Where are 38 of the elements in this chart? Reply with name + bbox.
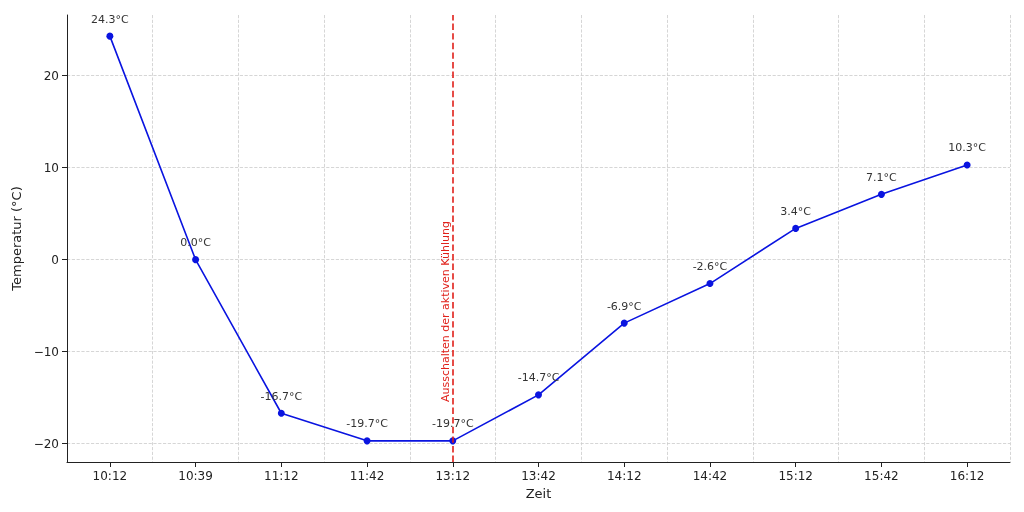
- data-label: -2.6°C: [692, 260, 728, 274]
- x-tick-label: 10:39: [178, 469, 213, 483]
- data-label: 3.4°C: [780, 204, 812, 218]
- x-tick-label: 16:12: [949, 469, 985, 483]
- point: [106, 32, 114, 40]
- x-tick-label: 13:42: [521, 469, 556, 483]
- point: [792, 224, 800, 232]
- y-tick-label: −10: [33, 344, 59, 359]
- x-tick-label: 11:12: [264, 469, 299, 483]
- x-tick-label: 11:42: [349, 469, 385, 483]
- point: [963, 161, 971, 169]
- data-label: -19.7°C: [431, 417, 474, 431]
- point: [877, 190, 885, 198]
- point: [706, 280, 714, 288]
- point: [535, 391, 542, 399]
- data-label: 10.3°C: [948, 141, 987, 155]
- y-tick-label: 0: [51, 252, 59, 267]
- data-label: 24.3°C: [91, 12, 130, 26]
- x-tick-label: 15:42: [864, 469, 899, 483]
- y-tick-label: −20: [33, 436, 59, 451]
- x-tick-label: 10:12: [92, 469, 128, 483]
- y-axis-title: Temperatur (°C): [8, 186, 24, 292]
- ref-line-label: Ausschalten der aktiven Kühlung: [438, 221, 452, 402]
- point: [277, 409, 285, 417]
- point: [363, 437, 371, 445]
- point: [192, 256, 200, 264]
- point: [620, 319, 628, 327]
- data-label: -14.7°C: [517, 371, 560, 385]
- x-tick-label: 14:12: [606, 469, 642, 483]
- x-tick-label: 15:12: [778, 469, 813, 483]
- x-tick-label: 14:42: [692, 469, 728, 483]
- y-tick-label: 20: [43, 68, 59, 83]
- data-label: 7.1°C: [866, 170, 898, 184]
- data-label: -19.7°C: [346, 417, 389, 431]
- x-axis-title: Zeit: [525, 485, 552, 501]
- y-tick-label: 10: [43, 160, 59, 175]
- data-label: -6.9°C: [606, 299, 642, 313]
- x-tick-label: 13:12: [435, 469, 471, 483]
